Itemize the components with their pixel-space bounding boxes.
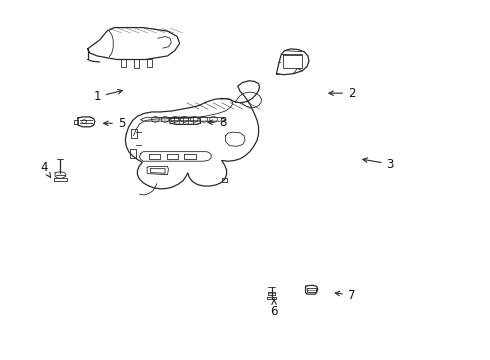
Text: 5: 5	[104, 117, 125, 130]
Text: 3: 3	[363, 158, 394, 171]
Text: 8: 8	[208, 116, 227, 129]
Text: 6: 6	[270, 299, 278, 318]
Text: 4: 4	[40, 161, 50, 177]
Text: 2: 2	[329, 87, 355, 100]
Text: 1: 1	[94, 90, 122, 103]
Text: 7: 7	[335, 289, 355, 302]
